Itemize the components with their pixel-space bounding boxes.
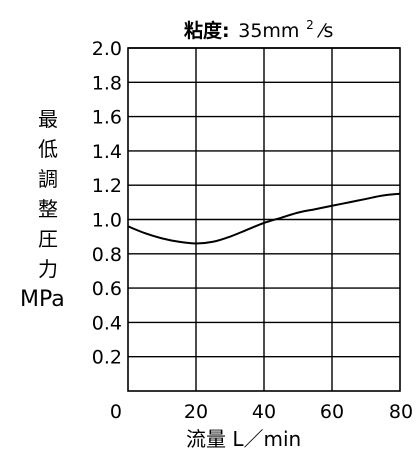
y-tick-label: 1.0 — [92, 210, 122, 232]
x-tick-label: 80 — [389, 401, 413, 423]
title-superscript: 2 — [306, 18, 314, 32]
series-line — [127, 192, 401, 245]
y-tick-label: 1.6 — [92, 107, 122, 129]
title-suffix: ⁄s — [316, 20, 333, 42]
y-tick-label: 1.4 — [92, 141, 122, 163]
y-axis-label-char: 最 — [38, 107, 58, 131]
y-axis-label-char: 調 — [38, 167, 58, 191]
y-tick-label: 0.8 — [92, 244, 122, 266]
y-axis-label-char: 整 — [38, 197, 58, 221]
series-group — [127, 192, 401, 245]
plot-frame — [127, 47, 401, 392]
y-axis-label-char: 力 — [38, 257, 58, 281]
x-tick-label: 20 — [184, 401, 208, 423]
x-tick-label: 40 — [252, 401, 276, 423]
x-tick-labels: 0 20 40 60 80 — [110, 401, 413, 423]
y-tick-label: 1.8 — [92, 72, 122, 94]
title-value: 35mm — [238, 20, 299, 42]
y-tick-label: 2.0 — [92, 38, 122, 60]
y-axis-unit: MPa — [20, 287, 65, 312]
y-tick-label: 0.2 — [92, 347, 122, 369]
y-tick-labels: 0.2 0.4 0.6 0.8 1.0 1.2 1.4 1.6 1.8 2.0 — [92, 38, 122, 369]
title-prefix: 粘度: — [184, 19, 230, 42]
x-tick-label: 0 — [110, 401, 122, 423]
x-axis-label: 流量 L／min — [186, 427, 301, 451]
y-axis-label-char: 低 — [38, 137, 58, 161]
y-axis-label-char: 圧 — [38, 227, 58, 251]
y-tick-label: 0.6 — [92, 278, 122, 300]
grid-lines — [128, 47, 400, 391]
y-tick-label: 1.2 — [92, 175, 122, 197]
chart-title: 粘度: 35mm 2 ⁄s — [184, 12, 333, 42]
y-tick-label: 0.4 — [92, 312, 122, 334]
plot-border — [127, 47, 401, 392]
x-tick-label: 60 — [320, 401, 344, 423]
